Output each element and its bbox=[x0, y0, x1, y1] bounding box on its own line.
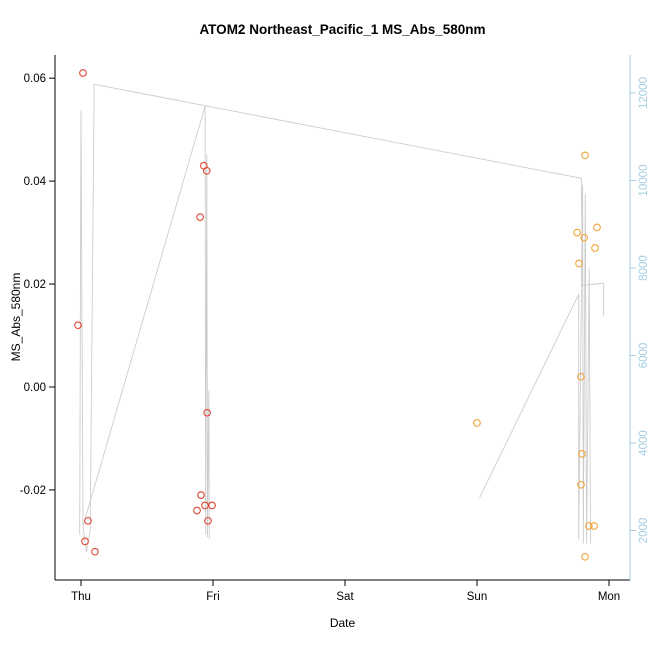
y-left-tick-label: -0.02 bbox=[20, 485, 46, 497]
data-point-ms-abs-sun-mon bbox=[585, 522, 593, 530]
data-point-ms-abs-sun-mon bbox=[590, 522, 598, 530]
data-point-ms-abs-thu-fri bbox=[81, 537, 89, 546]
data-point-ms-abs-thu-fri bbox=[91, 547, 99, 556]
x-tick-label: Sat bbox=[336, 591, 354, 603]
data-point-ms-abs-thu-fri bbox=[208, 501, 216, 510]
data-point-ms-abs-sun-mon bbox=[581, 151, 589, 160]
y-left-tick-label: 0.06 bbox=[24, 73, 46, 85]
data-point-ms-abs-thu-fri bbox=[202, 166, 211, 175]
flight-profile-line bbox=[82, 105, 210, 540]
x-axis-title: Date bbox=[329, 616, 356, 630]
y-right-tick-label: 6000 bbox=[638, 343, 650, 369]
data-point-ms-abs-thu-fri bbox=[74, 321, 82, 330]
y-axis-title: MS_Abs_580nm bbox=[9, 272, 23, 362]
data-point-ms-abs-thu-fri bbox=[204, 516, 212, 525]
x-tick-label: Mon bbox=[598, 591, 620, 603]
data-point-ms-abs-sun-mon bbox=[580, 233, 588, 242]
y-right-tick-label: 4000 bbox=[638, 430, 650, 456]
data-point-ms-abs-sun-mon bbox=[591, 244, 599, 252]
x-tick-label: Sun bbox=[467, 591, 487, 603]
x-tick-label: Fri bbox=[206, 591, 219, 603]
y-right-tick-label: 2000 bbox=[638, 518, 650, 544]
data-point-ms-abs-sun-mon bbox=[581, 552, 589, 561]
data-point-ms-abs-sun-mon bbox=[578, 450, 586, 458]
data-point-ms-abs-sun-mon bbox=[577, 372, 585, 381]
y-left-tick-label: 0.04 bbox=[24, 176, 47, 188]
chart-title: ATOM2 Northeast_Pacific_1 MS_Abs_580nm bbox=[199, 22, 486, 37]
data-point-ms-abs-thu-fri bbox=[193, 506, 201, 515]
flight-profile-line bbox=[79, 83, 605, 553]
data-point-ms-abs-sun-mon bbox=[573, 228, 581, 237]
flight-profile-line bbox=[479, 184, 591, 544]
data-point-ms-abs-sun-mon bbox=[473, 419, 481, 427]
data-point-ms-abs-thu-fri bbox=[196, 213, 204, 221]
data-point-ms-abs-thu-fri bbox=[203, 408, 211, 417]
y-right-tick-label: 8000 bbox=[638, 255, 650, 281]
data-point-ms-abs-thu-fri bbox=[79, 69, 87, 77]
y-right-tick-label: 12000 bbox=[638, 77, 650, 109]
y-right-tick-label: 10000 bbox=[638, 165, 650, 197]
data-point-ms-abs-sun-mon bbox=[577, 480, 585, 489]
data-point-ms-abs-thu-fri bbox=[197, 491, 205, 499]
data-point-ms-abs-sun-mon bbox=[593, 223, 601, 232]
y-left-tick-label: 0.00 bbox=[24, 382, 46, 394]
data-point-ms-abs-sun-mon bbox=[575, 259, 583, 268]
y-left-tick-label: 0.02 bbox=[24, 279, 46, 291]
data-point-ms-abs-thu-fri bbox=[84, 516, 92, 525]
x-tick-label: Thu bbox=[71, 591, 91, 603]
